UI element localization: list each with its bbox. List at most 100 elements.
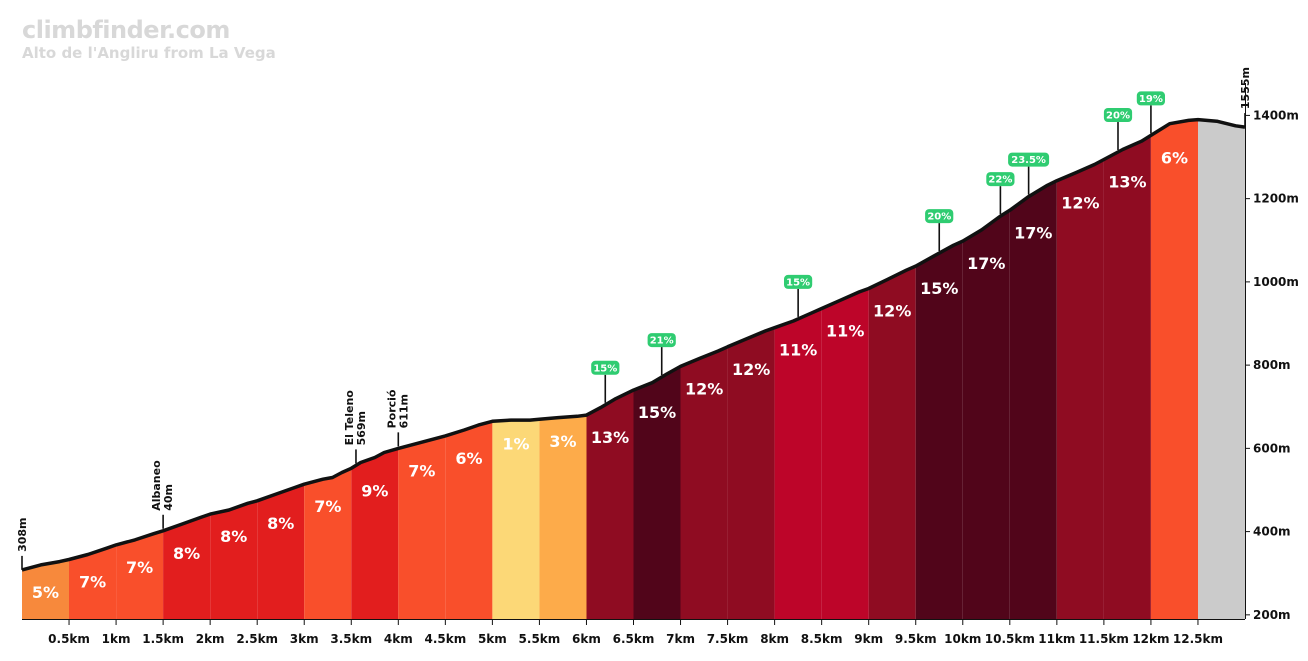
- x-tick-label: 10km: [944, 632, 981, 646]
- segment-grade-label: 8%: [267, 514, 294, 533]
- climb-title: Alto de l'Angliru from La Vega: [22, 44, 276, 62]
- segment-grade-label: 3%: [549, 432, 576, 451]
- max-gradient-label: 15%: [786, 277, 810, 288]
- gradient-segment: [22, 559, 69, 619]
- y-tick-label: 1200m: [1253, 192, 1299, 206]
- gradient-segment: [915, 241, 963, 619]
- waypoint-name: El Teleno: [343, 390, 356, 446]
- max-gradient-label: 15%: [593, 363, 617, 374]
- gradient-segment: [821, 288, 869, 619]
- y-tick-label: 1000m: [1253, 275, 1299, 289]
- segment-grade-label: 7%: [79, 573, 106, 592]
- waypoint-elevation: 569m: [355, 411, 368, 445]
- x-tick-label: 0.5km: [48, 632, 90, 646]
- segment-grade-label: 11%: [779, 341, 817, 360]
- x-tick-label: 8km: [760, 632, 789, 646]
- gradient-segment: [633, 366, 681, 619]
- segment-grade-label: 8%: [220, 527, 247, 546]
- x-tick-label: 11km: [1038, 632, 1075, 646]
- gradient-segment: [1150, 119, 1198, 619]
- segment-grade-label: 13%: [591, 428, 629, 447]
- x-tick-label: 8.5km: [801, 632, 843, 646]
- waypoint-name: Albaneo: [150, 460, 163, 511]
- max-gradient-badge: [986, 172, 1015, 187]
- max-gradient-badge: [784, 274, 813, 289]
- gradient-segment: [163, 514, 211, 619]
- y-tick-label: 600m: [1253, 441, 1291, 455]
- max-gradient-badges: 15% 21% 15% 20% 22% 23.5% 20% 19%: [591, 91, 1165, 403]
- x-tick-label: 2km: [196, 632, 225, 646]
- max-gradient-badge: [647, 333, 676, 348]
- max-gradient-label: 20%: [927, 212, 951, 223]
- waypoint-elevation: 611m: [397, 394, 410, 428]
- y-tick-label: 200m: [1253, 608, 1291, 622]
- gradient-segment: [492, 419, 540, 619]
- x-tick-label: 12.5km: [1173, 632, 1223, 646]
- gradient-segments: [22, 119, 1245, 620]
- y-tick-label: 1400m: [1253, 108, 1299, 122]
- gradient-segment: [257, 484, 305, 619]
- endpoint-labels: 308m 1555m: [16, 67, 1252, 570]
- start-elevation-label: 308m: [16, 517, 29, 551]
- end-elevation-label: 1555m: [1239, 67, 1252, 109]
- y-tick-label: 400m: [1253, 525, 1291, 539]
- x-axis: 0.5km 1km 1.5km 2km 2.5km 3km 3.5km 4km 4.5km 5km…: [48, 619, 1223, 646]
- site-logo-text: climbfinder.com: [22, 16, 230, 44]
- max-gradient-badge: [1136, 91, 1165, 106]
- segment-grade-label: 17%: [1014, 223, 1052, 242]
- y-tick-label: 800m: [1253, 358, 1291, 372]
- gradient-segment: [586, 390, 634, 619]
- segment-grade-labels: 5% 7% 7% 8% 8% 8% 7% 9% 7% 6% 1% 3% 13% 15% 12% 12% 11% 1…: [32, 148, 1188, 602]
- max-gradient-label: 22%: [988, 175, 1012, 186]
- x-tick-label: 1km: [102, 632, 131, 646]
- segment-grade-label: 12%: [685, 379, 723, 398]
- max-gradient-label: 19%: [1139, 94, 1163, 105]
- x-tick-label: 3.5km: [330, 632, 372, 646]
- x-tick-label: 2.5km: [236, 632, 278, 646]
- segment-grade-label: 15%: [920, 279, 958, 298]
- gradient-segment: [727, 327, 775, 619]
- x-tick-label: 6.5km: [613, 632, 655, 646]
- max-gradient-label: 21%: [650, 336, 674, 347]
- x-tick-label: 7.5km: [707, 632, 749, 646]
- gradient-segment: [304, 468, 352, 619]
- x-tick-label: 4.5km: [424, 632, 466, 646]
- segment-grade-label: 6%: [455, 449, 482, 468]
- segment-grade-label: 9%: [361, 481, 388, 500]
- waypoint-label: El Teleno 569m: [343, 390, 368, 446]
- x-tick-label: 5km: [478, 632, 507, 646]
- max-gradient-badge: [925, 209, 954, 224]
- gradient-segment: [962, 210, 1010, 620]
- segment-grade-label: 5%: [32, 583, 59, 602]
- waypoint-elevation: 40m: [162, 484, 175, 511]
- segment-grade-label: 17%: [967, 254, 1005, 273]
- x-tick-label: 9.5km: [895, 632, 937, 646]
- gradient-segment: [351, 448, 399, 619]
- gradient-segment: [868, 266, 916, 619]
- gradient-segment: [1103, 135, 1151, 619]
- brand-block: climbfinder.com Alto de l'Angliru from L…: [22, 18, 276, 61]
- max-gradient-badge: [1008, 152, 1050, 167]
- segment-grade-label: 12%: [873, 302, 911, 321]
- segment-grade-label: 7%: [314, 497, 341, 516]
- x-tick-label: 9km: [854, 632, 883, 646]
- gradient-segment: [1009, 180, 1057, 619]
- x-tick-label: 3km: [290, 632, 319, 646]
- x-tick-label: 5.5km: [519, 632, 561, 646]
- segment-grade-label: 7%: [408, 461, 435, 480]
- gradient-segment: [539, 415, 587, 619]
- gradient-segment: [445, 421, 493, 619]
- profile-line: [21, 117, 1246, 572]
- gradient-segment: [398, 435, 446, 619]
- segment-grade-label: 12%: [732, 360, 770, 379]
- segment-grade-label: 13%: [1108, 173, 1146, 192]
- max-gradient-label: 20%: [1106, 111, 1130, 122]
- max-gradient-badge: [1103, 108, 1133, 122]
- segment-grade-label: 6%: [1161, 148, 1188, 167]
- x-tick-label: 6km: [572, 632, 601, 646]
- gradient-segment: [774, 308, 822, 619]
- segment-grade-label: 8%: [173, 544, 200, 563]
- segment-grade-label: 11%: [826, 322, 864, 341]
- x-tick-label: 7km: [666, 632, 695, 646]
- max-gradient-badge: [591, 360, 620, 375]
